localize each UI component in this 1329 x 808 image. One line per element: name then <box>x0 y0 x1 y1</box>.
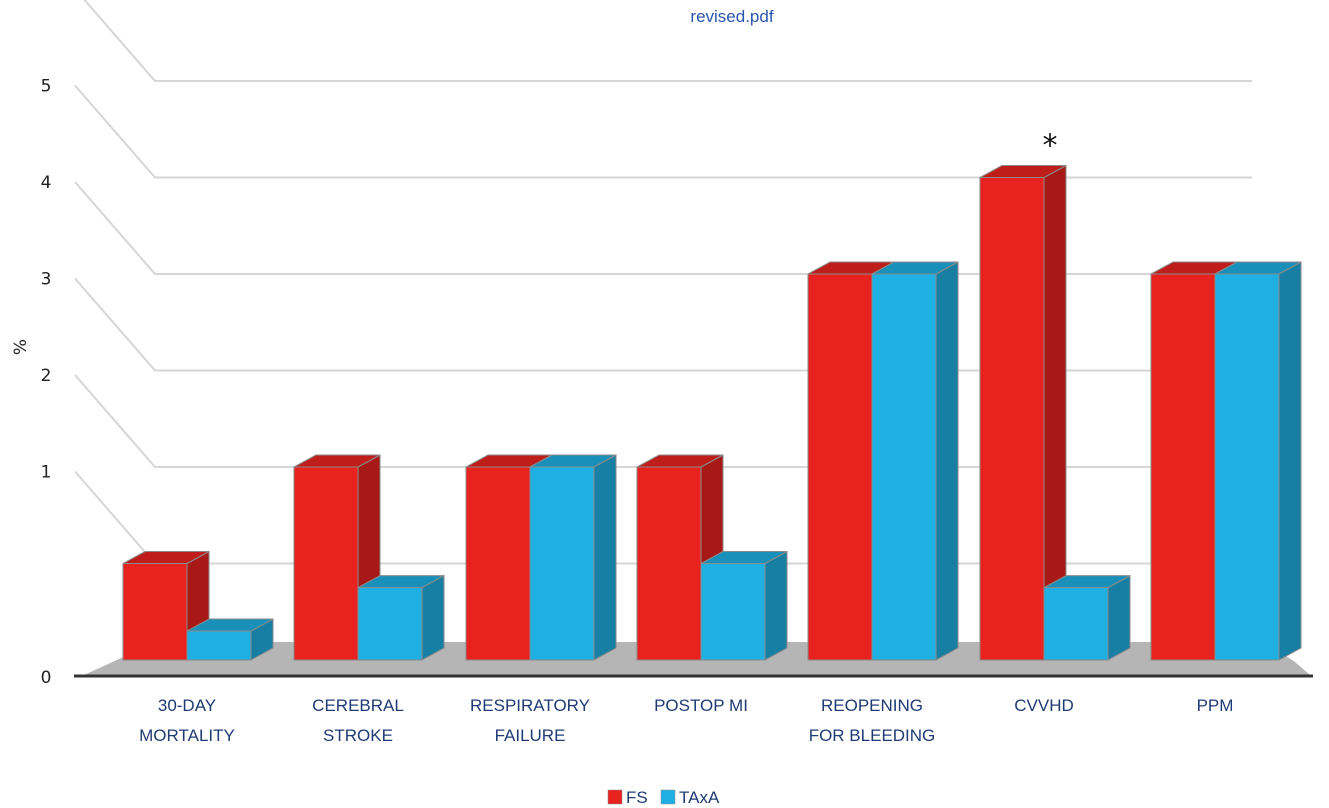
x-axis-category-labels: 30-DAY MORTALITY CEREBRAL STROKE RESPIRATORY… <box>139 696 1233 745</box>
y-tick-label: 5 <box>41 77 52 97</box>
header-filename: revised.pdf <box>690 7 773 26</box>
legend-swatch-taxa <box>660 789 676 805</box>
x-category-label: MORTALITY <box>139 726 235 745</box>
y-tick-label: 1 <box>41 463 52 483</box>
significance-asterisk: * <box>1043 129 1058 164</box>
gridline <box>74 181 1252 275</box>
y-tick-label: 2 <box>41 366 52 386</box>
x-category-label: STROKE <box>323 726 393 745</box>
x-category-label: CVVHD <box>1014 696 1074 715</box>
bar-taxa-1 <box>357 574 445 661</box>
gridline <box>74 374 1252 468</box>
legend-swatch-fs <box>607 789 623 805</box>
bar-taxa-3 <box>700 550 788 661</box>
y-tick-label: 3 <box>41 270 52 290</box>
gridline <box>83 0 1252 82</box>
x-category-label: POSTOP MI <box>654 696 748 715</box>
bar-taxa-2 <box>529 454 617 661</box>
bar-taxa-6 <box>1214 261 1302 661</box>
gridline <box>74 84 1252 179</box>
bar-fs-5 <box>979 164 1067 661</box>
x-category-label: 30-DAY <box>158 696 216 715</box>
x-category-label: CEREBRAL <box>312 696 404 715</box>
y-tick-label: 4 <box>41 173 52 193</box>
bar-taxa-0 <box>186 618 274 661</box>
legend-label-taxa: TAxA <box>679 788 720 807</box>
bar-taxa-4 <box>871 261 959 661</box>
x-category-label: RESPIRATORY <box>470 696 590 715</box>
y-axis-label: % <box>11 339 31 355</box>
legend-label-fs: FS <box>626 788 648 807</box>
y-tick-label: 0 <box>41 668 52 688</box>
legend: FS TAxA <box>607 788 720 807</box>
gridline <box>74 277 1252 372</box>
x-category-label: REOPENING <box>821 696 923 715</box>
x-category-label: PPM <box>1197 696 1234 715</box>
bars <box>122 164 1302 661</box>
y-axis-ticks: 0123456 <box>41 77 52 689</box>
x-category-label: FOR BLEEDING <box>809 726 936 745</box>
bar-taxa-5 <box>1043 574 1131 661</box>
annotations: * <box>1043 129 1058 164</box>
x-category-label: FAILURE <box>495 726 566 745</box>
